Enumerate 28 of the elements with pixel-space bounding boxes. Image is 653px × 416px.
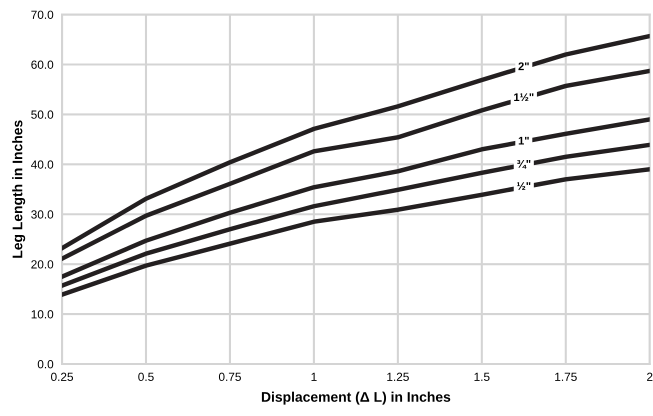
line-series <box>62 34 650 250</box>
x-tick-label: 0.75 <box>218 372 241 382</box>
y-tick-label: 50.0 <box>31 110 54 119</box>
y-tick-label: 40.0 <box>31 160 54 169</box>
y-tick-label: 0.0 <box>38 360 54 368</box>
x-tick-label: 0.25 <box>51 372 74 382</box>
x-tick-label: 1.5 <box>474 372 490 382</box>
y-tick-label: 20.0 <box>31 260 54 269</box>
y-tick-label: 30.0 <box>31 210 54 219</box>
line-series <box>62 167 650 297</box>
series-label: 2" <box>518 62 529 70</box>
line-series <box>62 142 650 288</box>
x-axis-title: Displacement (Δ L) in Inches <box>262 392 450 405</box>
x-tick-label: 0.5 <box>138 372 154 382</box>
series-label: 1" <box>518 136 529 144</box>
series-label: 1½" <box>514 93 534 102</box>
series-label: ¾" <box>517 160 530 169</box>
x-tick-label: 2 <box>647 372 652 381</box>
series-label: ½" <box>517 182 530 190</box>
line-series <box>62 117 650 279</box>
y-tick-label: 10.0 <box>32 310 54 318</box>
x-tick-label: 1.25 <box>387 372 409 382</box>
y-tick-label: 60.0 <box>31 60 54 69</box>
y-tick-label: 70.0 <box>31 10 54 19</box>
y-axis-title: Leg Length in Inches <box>12 120 26 258</box>
x-tick-label: 1 <box>312 372 317 381</box>
x-tick-label: 1.75 <box>555 372 577 382</box>
line-series <box>62 68 650 261</box>
